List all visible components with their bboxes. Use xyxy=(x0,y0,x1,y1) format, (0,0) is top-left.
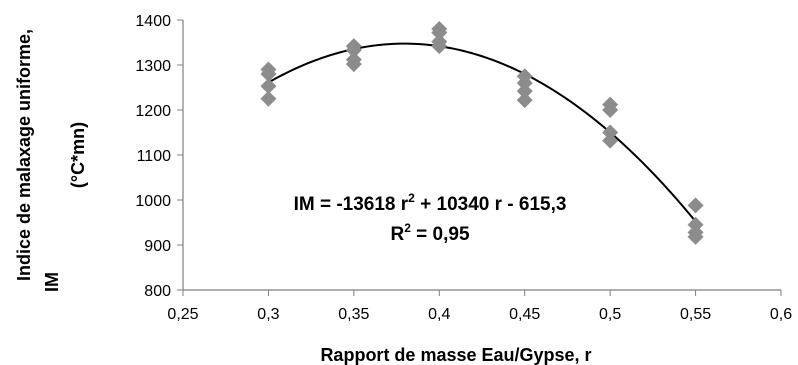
data-point-marker xyxy=(345,42,362,59)
x-tick-label: 0,25 xyxy=(167,306,198,323)
x-tick-label: 0,6 xyxy=(770,306,792,323)
y-tick-label: 1000 xyxy=(135,193,171,210)
data-point-marker xyxy=(431,38,448,55)
data-points xyxy=(260,21,704,245)
data-point-marker xyxy=(516,75,533,91)
r-squared-label: R2 = 0,95 xyxy=(390,221,469,245)
data-point-marker xyxy=(687,197,704,214)
trendline-group xyxy=(267,42,697,223)
x-tick-label: 0,35 xyxy=(338,306,369,323)
y-axis-title-line2: IM xyxy=(42,272,62,292)
equation-label: IM = -13618 r2 + 10340 r - 615,3 xyxy=(294,191,567,215)
trendline xyxy=(267,42,697,223)
data-point-marker xyxy=(602,132,619,149)
y-axis-unit: (°C*mn) xyxy=(68,122,88,188)
x-axis-ticks: 0,25 0,3 0,35 0,4 0,45 0,5 0,55 0,6 xyxy=(167,290,792,323)
y-tick-label: 900 xyxy=(144,238,171,255)
x-axis-title: Rapport de masse Eau/Gypse, r xyxy=(320,345,591,365)
y-tick-label: 1300 xyxy=(135,58,171,75)
data-point-marker xyxy=(602,102,619,118)
data-point-marker xyxy=(687,228,704,245)
axes xyxy=(182,20,781,291)
y-axis-title-line1: Indice de malaxage uniforme, xyxy=(14,29,34,281)
data-point-marker xyxy=(516,92,533,109)
y-tick-label: 1100 xyxy=(137,148,172,165)
y-axis-ticks: 800 900 1000 1100 1200 1300 1400 xyxy=(135,13,183,300)
data-point-marker xyxy=(260,66,277,82)
x-tick-label: 0,45 xyxy=(509,306,540,323)
y-tick-label: 1200 xyxy=(135,103,171,120)
x-tick-label: 0,55 xyxy=(680,306,711,323)
data-point-marker xyxy=(602,124,619,141)
data-point-marker xyxy=(431,24,448,41)
data-point-marker xyxy=(260,78,277,95)
x-tick-label: 0,5 xyxy=(599,306,621,323)
y-tick-label: 1400 xyxy=(135,13,171,30)
y-tick-label: 800 xyxy=(144,283,171,300)
data-point-marker xyxy=(516,83,533,100)
x-tick-label: 0,4 xyxy=(428,306,450,323)
x-tick-label: 0,3 xyxy=(257,306,279,323)
data-point-marker xyxy=(345,56,362,73)
data-point-marker xyxy=(260,90,277,107)
